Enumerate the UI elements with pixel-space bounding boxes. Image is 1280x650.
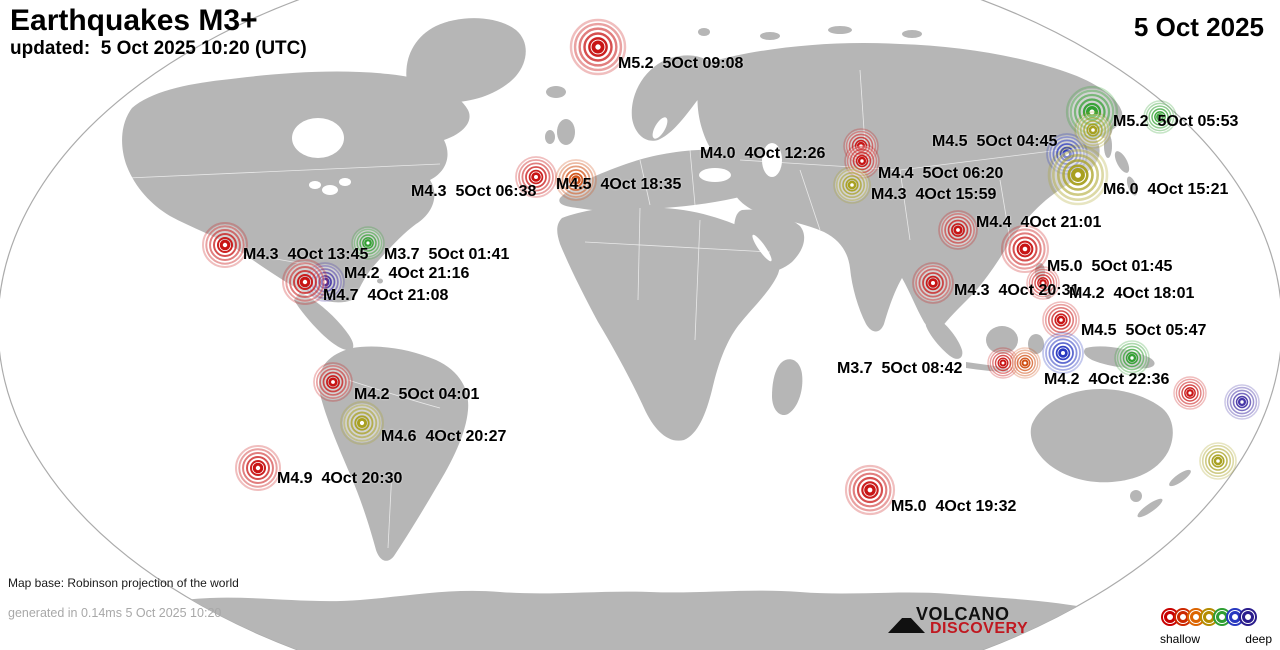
continents bbox=[40, 18, 1220, 650]
quake-label[interactable]: M5.0 4Oct 19:32 bbox=[891, 498, 1017, 515]
quake-label[interactable]: M5.2 5Oct 05:53 bbox=[1113, 113, 1239, 130]
quake-label[interactable]: M4.3 4Oct 15:59 bbox=[871, 186, 997, 203]
page-title: Earthquakes M3+ bbox=[10, 4, 258, 37]
volcano-discovery-logo[interactable]: VOLCANO DISCOVERY bbox=[888, 604, 1063, 644]
legend-deep-label: deep bbox=[1245, 632, 1272, 646]
map-date: 5 Oct 2025 bbox=[1133, 12, 1264, 42]
quake-label[interactable]: M4.3 4Oct 13:45 bbox=[243, 246, 369, 263]
legend-ring-icon bbox=[1229, 611, 1241, 623]
quake-label[interactable]: M4.4 5Oct 06:20 bbox=[878, 165, 1004, 182]
quake-label[interactable]: M4.5 5Oct 05:47 bbox=[1081, 322, 1207, 339]
country-borders bbox=[127, 69, 1061, 549]
quake-label[interactable]: M4.2 5Oct 04:01 bbox=[354, 386, 480, 403]
quake-label[interactable]: M4.0 4Oct 12:26 bbox=[700, 145, 826, 162]
legend-shallow-label: shallow bbox=[1160, 632, 1201, 646]
legend-ring-icon bbox=[1216, 611, 1228, 623]
map-base-note: Map base: Robinson projection of the wor… bbox=[8, 576, 239, 590]
depth-legend-rings bbox=[1160, 606, 1272, 628]
legend-ring-icon bbox=[1190, 611, 1202, 623]
quake-label[interactable]: M4.4 4Oct 21:01 bbox=[976, 214, 1102, 231]
quake-label[interactable]: M4.5 4Oct 18:35 bbox=[556, 176, 682, 193]
depth-legend: shallow deep bbox=[1160, 606, 1272, 646]
legend-ring-icon bbox=[1242, 611, 1254, 623]
quake-label[interactable]: M4.7 4Oct 21:08 bbox=[323, 287, 449, 304]
quake-label[interactable]: M4.5 5Oct 04:45 bbox=[932, 133, 1058, 150]
updated-timestamp: updated: 5 Oct 2025 10:20 (UTC) bbox=[10, 38, 307, 59]
quake-label[interactable]: M4.3 4Oct 20:31 bbox=[954, 282, 1080, 299]
quake-label[interactable]: M3.7 5Oct 01:41 bbox=[384, 246, 510, 263]
legend-ring-icon bbox=[1164, 611, 1176, 623]
legend-ring-icon bbox=[1177, 611, 1189, 623]
quake-label[interactable]: M4.3 5Oct 06:38 bbox=[411, 183, 537, 200]
quake-label[interactable]: M4.9 4Oct 20:30 bbox=[277, 470, 403, 487]
logo-line2: DISCOVERY bbox=[930, 620, 1029, 637]
logo-line1: VOLCANO bbox=[916, 604, 1010, 624]
quake-label[interactable]: M4.6 4Oct 20:27 bbox=[381, 428, 507, 445]
legend-ring-icon bbox=[1203, 611, 1215, 623]
generated-note: generated in 0.14ms 5 Oct 2025 10:20 bbox=[8, 606, 222, 620]
quake-label[interactable]: M6.0 4Oct 15:21 bbox=[1103, 181, 1229, 198]
quake-label[interactable]: M5.0 5Oct 01:45 bbox=[1047, 258, 1173, 275]
quake-label[interactable]: M4.2 4Oct 22:36 bbox=[1044, 371, 1170, 388]
quake-label[interactable]: M4.2 4Oct 18:01 bbox=[1069, 285, 1195, 302]
quake-label[interactable]: M3.7 5Oct 08:42 bbox=[837, 360, 963, 377]
quake-label[interactable]: M4.2 4Oct 21:16 bbox=[344, 265, 470, 282]
quake-label[interactable]: M5.2 5Oct 09:08 bbox=[618, 55, 744, 72]
